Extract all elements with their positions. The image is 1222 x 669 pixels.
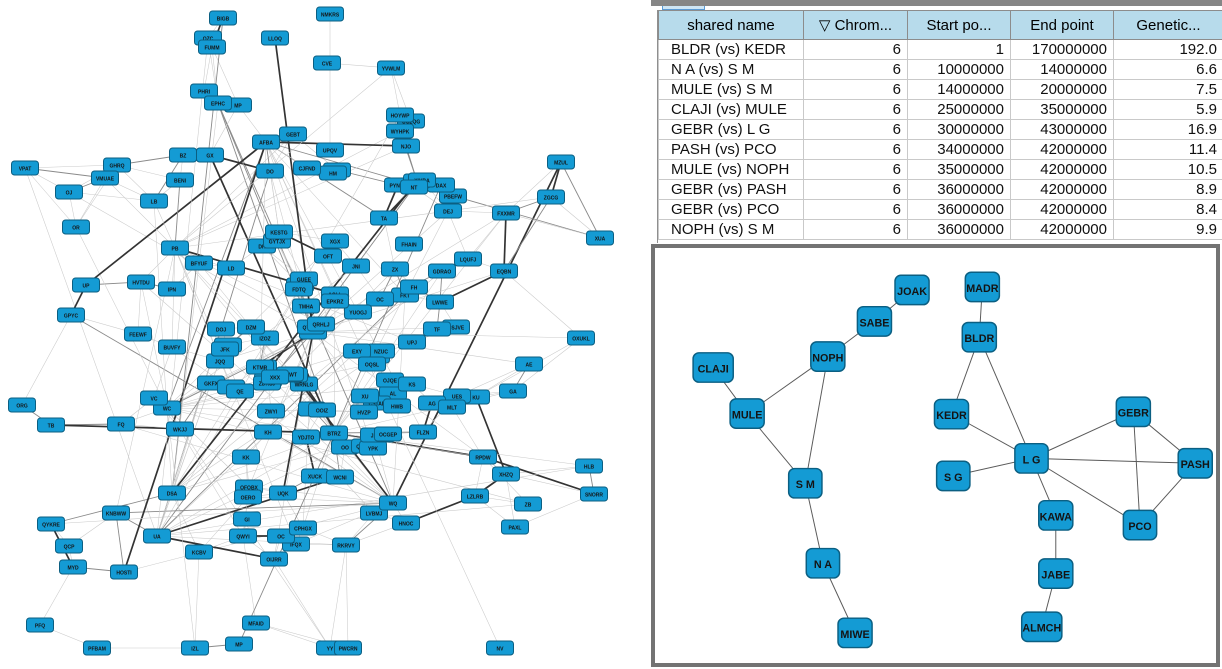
svg-text:GEBR: GEBR	[1118, 408, 1149, 420]
svg-text:L G: L G	[1023, 454, 1041, 466]
svg-text:KAWA: KAWA	[1040, 511, 1073, 523]
svg-text:PASH: PASH	[1181, 459, 1210, 471]
svg-text:N A: N A	[814, 559, 832, 571]
svg-text:SABE: SABE	[859, 317, 889, 329]
svg-text:S G: S G	[944, 472, 963, 484]
svg-text:JOAK: JOAK	[897, 286, 927, 298]
svg-text:NOPH: NOPH	[812, 352, 843, 364]
svg-text:ALMCH: ALMCH	[1022, 623, 1061, 635]
svg-text:BLDR: BLDR	[964, 333, 994, 345]
svg-text:S M: S M	[796, 479, 815, 491]
svg-text:MADR: MADR	[966, 283, 999, 295]
svg-text:KEDR: KEDR	[936, 410, 967, 422]
svg-text:MIWE: MIWE	[840, 629, 869, 641]
svg-text:PCO: PCO	[1128, 521, 1151, 533]
svg-text:CLAJI: CLAJI	[698, 363, 729, 375]
svg-text:MULE: MULE	[732, 409, 762, 421]
svg-text:JABE: JABE	[1041, 569, 1070, 581]
